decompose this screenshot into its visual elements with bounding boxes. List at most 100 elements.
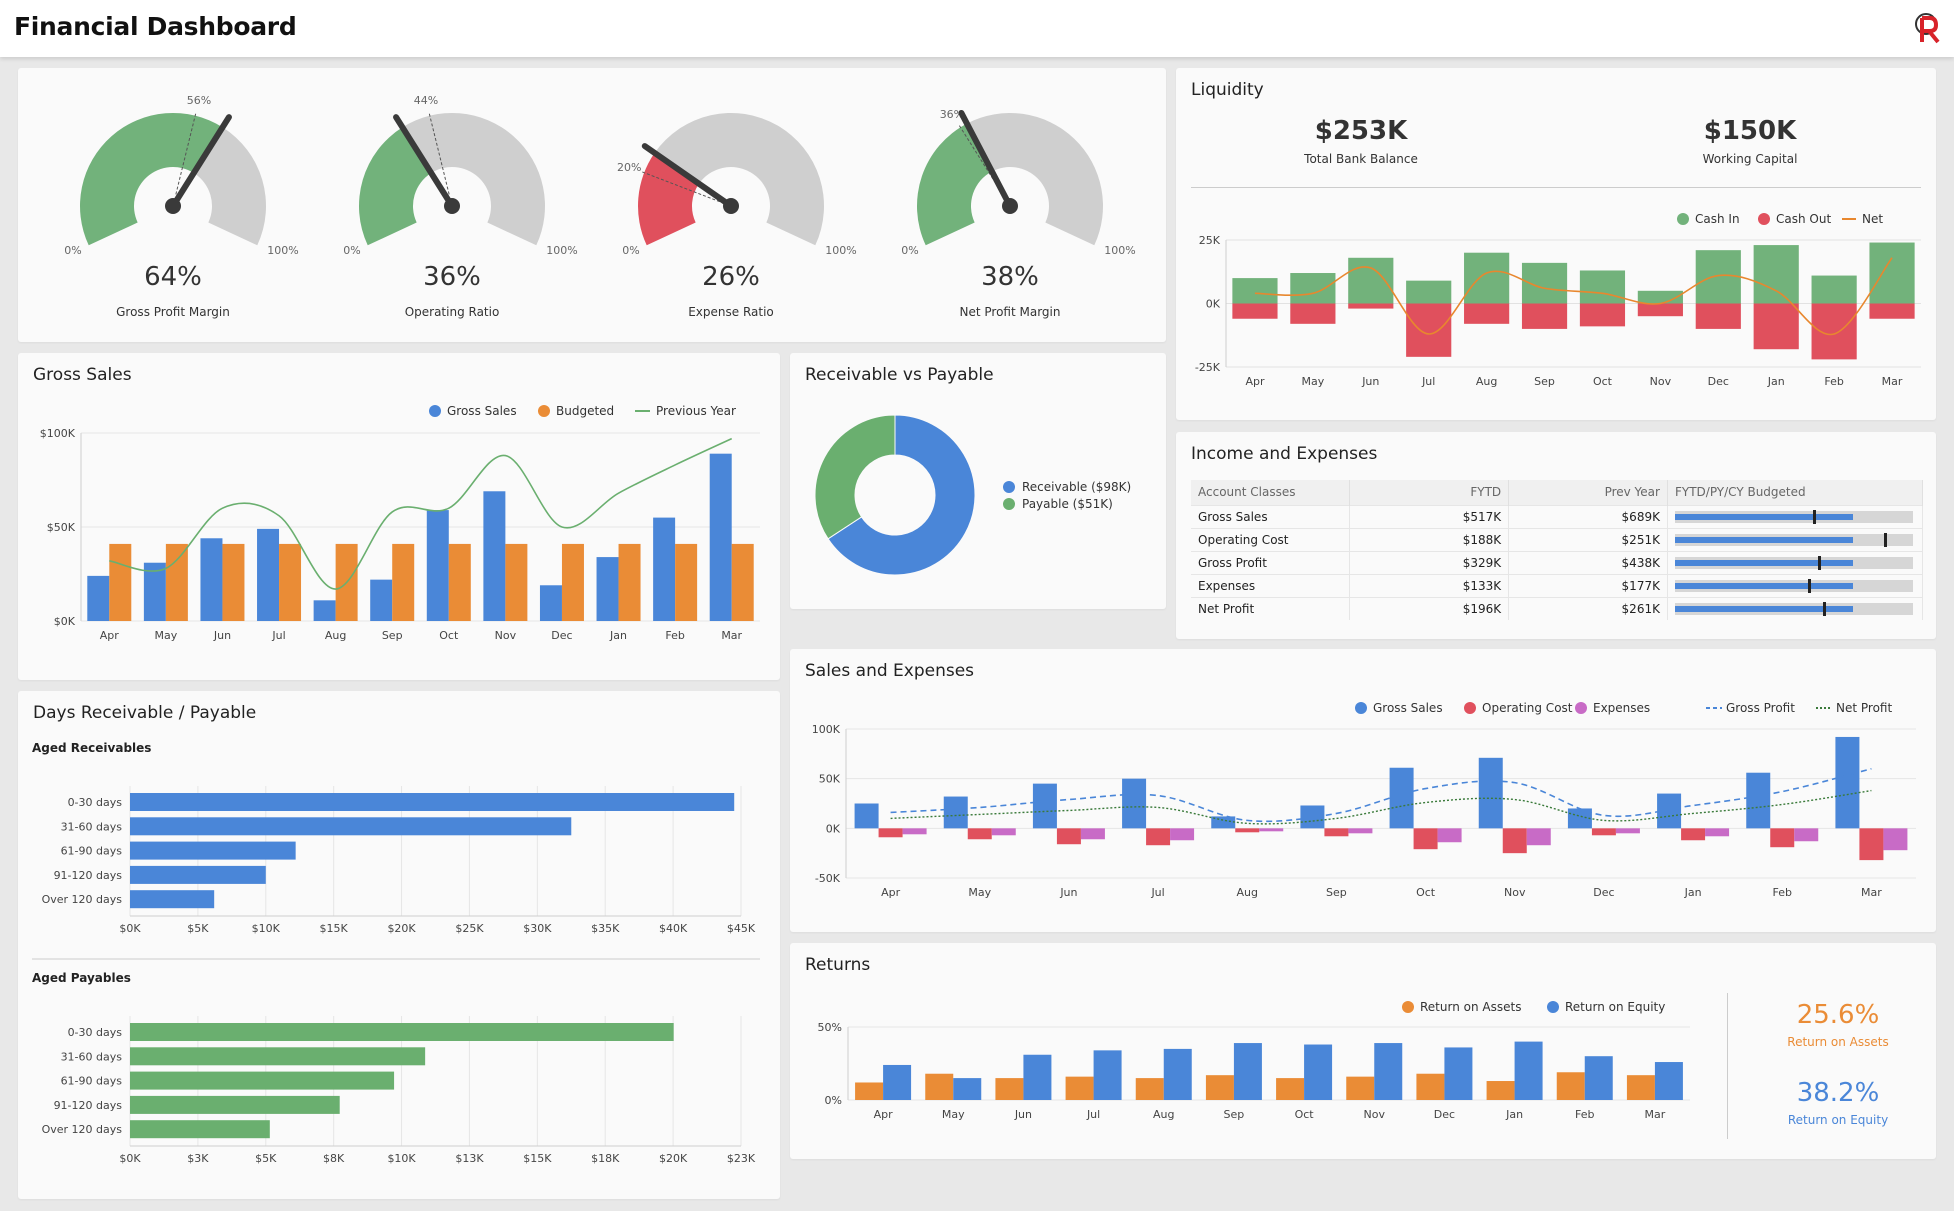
x-tick-label: Jun xyxy=(1059,886,1077,899)
gauges-svg: 56% 0% 100% 64% Gross Profit Margin 44% 0% 100%… xyxy=(64,94,1135,319)
budgeted-bar xyxy=(165,543,188,621)
budgeted-bar xyxy=(561,543,584,621)
y-tick-label: 0K xyxy=(826,822,841,835)
y-tick-label: $0K xyxy=(54,615,76,628)
gross-sales-bar xyxy=(483,491,506,621)
hbar xyxy=(130,1095,340,1114)
operating-cost-bar xyxy=(1324,828,1349,837)
gross-sales-bar xyxy=(1032,783,1057,829)
working-capital-value: $150K xyxy=(1703,116,1797,146)
legend-label: Gross Sales xyxy=(1373,701,1443,715)
gross-sales-bar xyxy=(854,803,879,829)
cash-in-bar xyxy=(1579,270,1626,304)
cell-fytd: $133K xyxy=(1349,573,1510,597)
x-tick-label: Nov xyxy=(495,629,517,642)
expenses-bar xyxy=(991,828,1016,836)
x-tick-label: Nov xyxy=(1504,886,1526,899)
roa-bar xyxy=(925,1073,954,1100)
cash-out-bar xyxy=(1464,303,1510,324)
gauge-min-label: 0% xyxy=(622,244,639,257)
roa-bar xyxy=(1346,1076,1375,1100)
cash-in-bar xyxy=(1753,245,1799,304)
bullet-bar xyxy=(1674,536,1854,543)
legend-label: Budgeted xyxy=(556,404,614,418)
x-tick-label: $18K xyxy=(591,1152,620,1165)
x-tick-label: Dec xyxy=(1708,375,1729,388)
expenses-bar xyxy=(1615,828,1640,834)
returns-panel: Returns Return on Assets Return on Equity… xyxy=(790,943,1936,1159)
col-fytd: FYTD xyxy=(1349,480,1510,505)
gauge-target-label: 44% xyxy=(414,94,438,107)
gauge-1: 56% 0% 100% 64% Gross Profit Margin xyxy=(64,94,298,319)
cash-in-bar xyxy=(1811,275,1857,304)
gauge-track xyxy=(966,112,1103,246)
x-tick-label: Jul xyxy=(1421,375,1435,388)
days-chart: Aged Receivables $0K $5K $10K $15K $20K $25K $3… xyxy=(32,741,760,1165)
income-expenses-table: Account Classes FYTD Prev Year FYTD/PY/C… xyxy=(1191,480,1924,620)
col-budgeted: FYTD/PY/CY Budgeted xyxy=(1667,480,1924,505)
legend-swatch xyxy=(1758,213,1770,225)
hbar xyxy=(130,890,215,909)
gross-sales-bar xyxy=(370,579,393,621)
operating-cost-bar xyxy=(1056,828,1081,845)
bullet-target xyxy=(1817,555,1821,570)
cell-fytd: $196K xyxy=(1349,596,1510,620)
expenses-bar xyxy=(1705,828,1730,837)
x-tick-label: Apr xyxy=(881,886,901,899)
section-title: Aged Receivables xyxy=(32,741,151,755)
cash-in-bar xyxy=(1869,242,1915,304)
legend-swatch xyxy=(1402,1001,1414,1013)
x-tick-label: $45K xyxy=(727,922,756,935)
receivable-payable-panel: Receivable vs Payable Receivable ($98K) P… xyxy=(790,353,1166,609)
gross-sales-bar xyxy=(1746,772,1771,829)
y-tick-label: Over 120 days xyxy=(42,893,123,906)
y-tick-label: 61-90 days xyxy=(61,1075,123,1088)
cell-prev: $689K xyxy=(1508,504,1668,528)
gauge-track xyxy=(402,113,545,246)
y-tick-label: 25K xyxy=(1199,234,1221,247)
cell-name: Operating Cost xyxy=(1191,527,1351,551)
x-tick-label: Aug xyxy=(1237,886,1258,899)
table-header-row: Account Classes FYTD Prev Year FYTD/PY/C… xyxy=(1191,480,1924,505)
y-tick-label: 0K xyxy=(1206,298,1221,311)
legend-swatch xyxy=(1464,702,1476,714)
x-tick-label: Oct xyxy=(1295,1108,1315,1121)
working-capital-label: Working Capital xyxy=(1702,152,1798,166)
x-tick-label: $15K xyxy=(523,1152,552,1165)
returns-divider xyxy=(1727,993,1728,1139)
expenses-bar xyxy=(1170,828,1195,841)
roa-label: Return on Assets xyxy=(1787,1035,1889,1049)
expenses-bar xyxy=(1348,828,1373,834)
x-tick-label: $35K xyxy=(591,922,620,935)
x-tick-label: Oct xyxy=(1593,375,1613,388)
table-row: Expenses $133K $177K xyxy=(1191,573,1924,597)
sales-expenses-title: Sales and Expenses xyxy=(805,661,975,681)
days-receivable-payable-panel: Days Receivable / Payable Aged Receivabl… xyxy=(18,691,780,1199)
roe-value: 38.2% xyxy=(1796,1078,1880,1108)
days-title: Days Receivable / Payable xyxy=(33,703,257,723)
pie-slice xyxy=(814,414,896,540)
cash-out-bar xyxy=(1406,303,1452,357)
operating-cost-bar xyxy=(1413,828,1438,850)
x-tick-label: Nov xyxy=(1650,375,1672,388)
cash-in-bar xyxy=(1406,280,1452,304)
gauge-fill xyxy=(917,123,992,246)
hbar xyxy=(130,817,572,836)
gauge-label: Net Profit Margin xyxy=(960,305,1061,319)
total-bank-balance-value: $253K xyxy=(1314,116,1408,146)
roa-bar xyxy=(1556,1072,1585,1100)
operating-cost-bar xyxy=(1502,828,1527,854)
x-tick-label: May xyxy=(968,886,991,899)
legend-label: Operating Cost xyxy=(1482,701,1573,715)
x-tick-label: $30K xyxy=(523,922,552,935)
bullet-chart xyxy=(1674,578,1913,593)
roa-bar xyxy=(855,1082,884,1100)
roe-bar xyxy=(1093,1050,1122,1100)
net-profit-line xyxy=(890,789,1872,825)
bullet-chart xyxy=(1674,555,1913,570)
legend-label: Receivable ($98K) xyxy=(1022,480,1131,494)
legend-label: Net Profit xyxy=(1836,701,1892,715)
roe-bar xyxy=(1584,1056,1613,1100)
liquidity-panel: Liquidity $253K Total Bank Balance $150K… xyxy=(1176,68,1936,420)
cell-bullet xyxy=(1667,550,1924,574)
